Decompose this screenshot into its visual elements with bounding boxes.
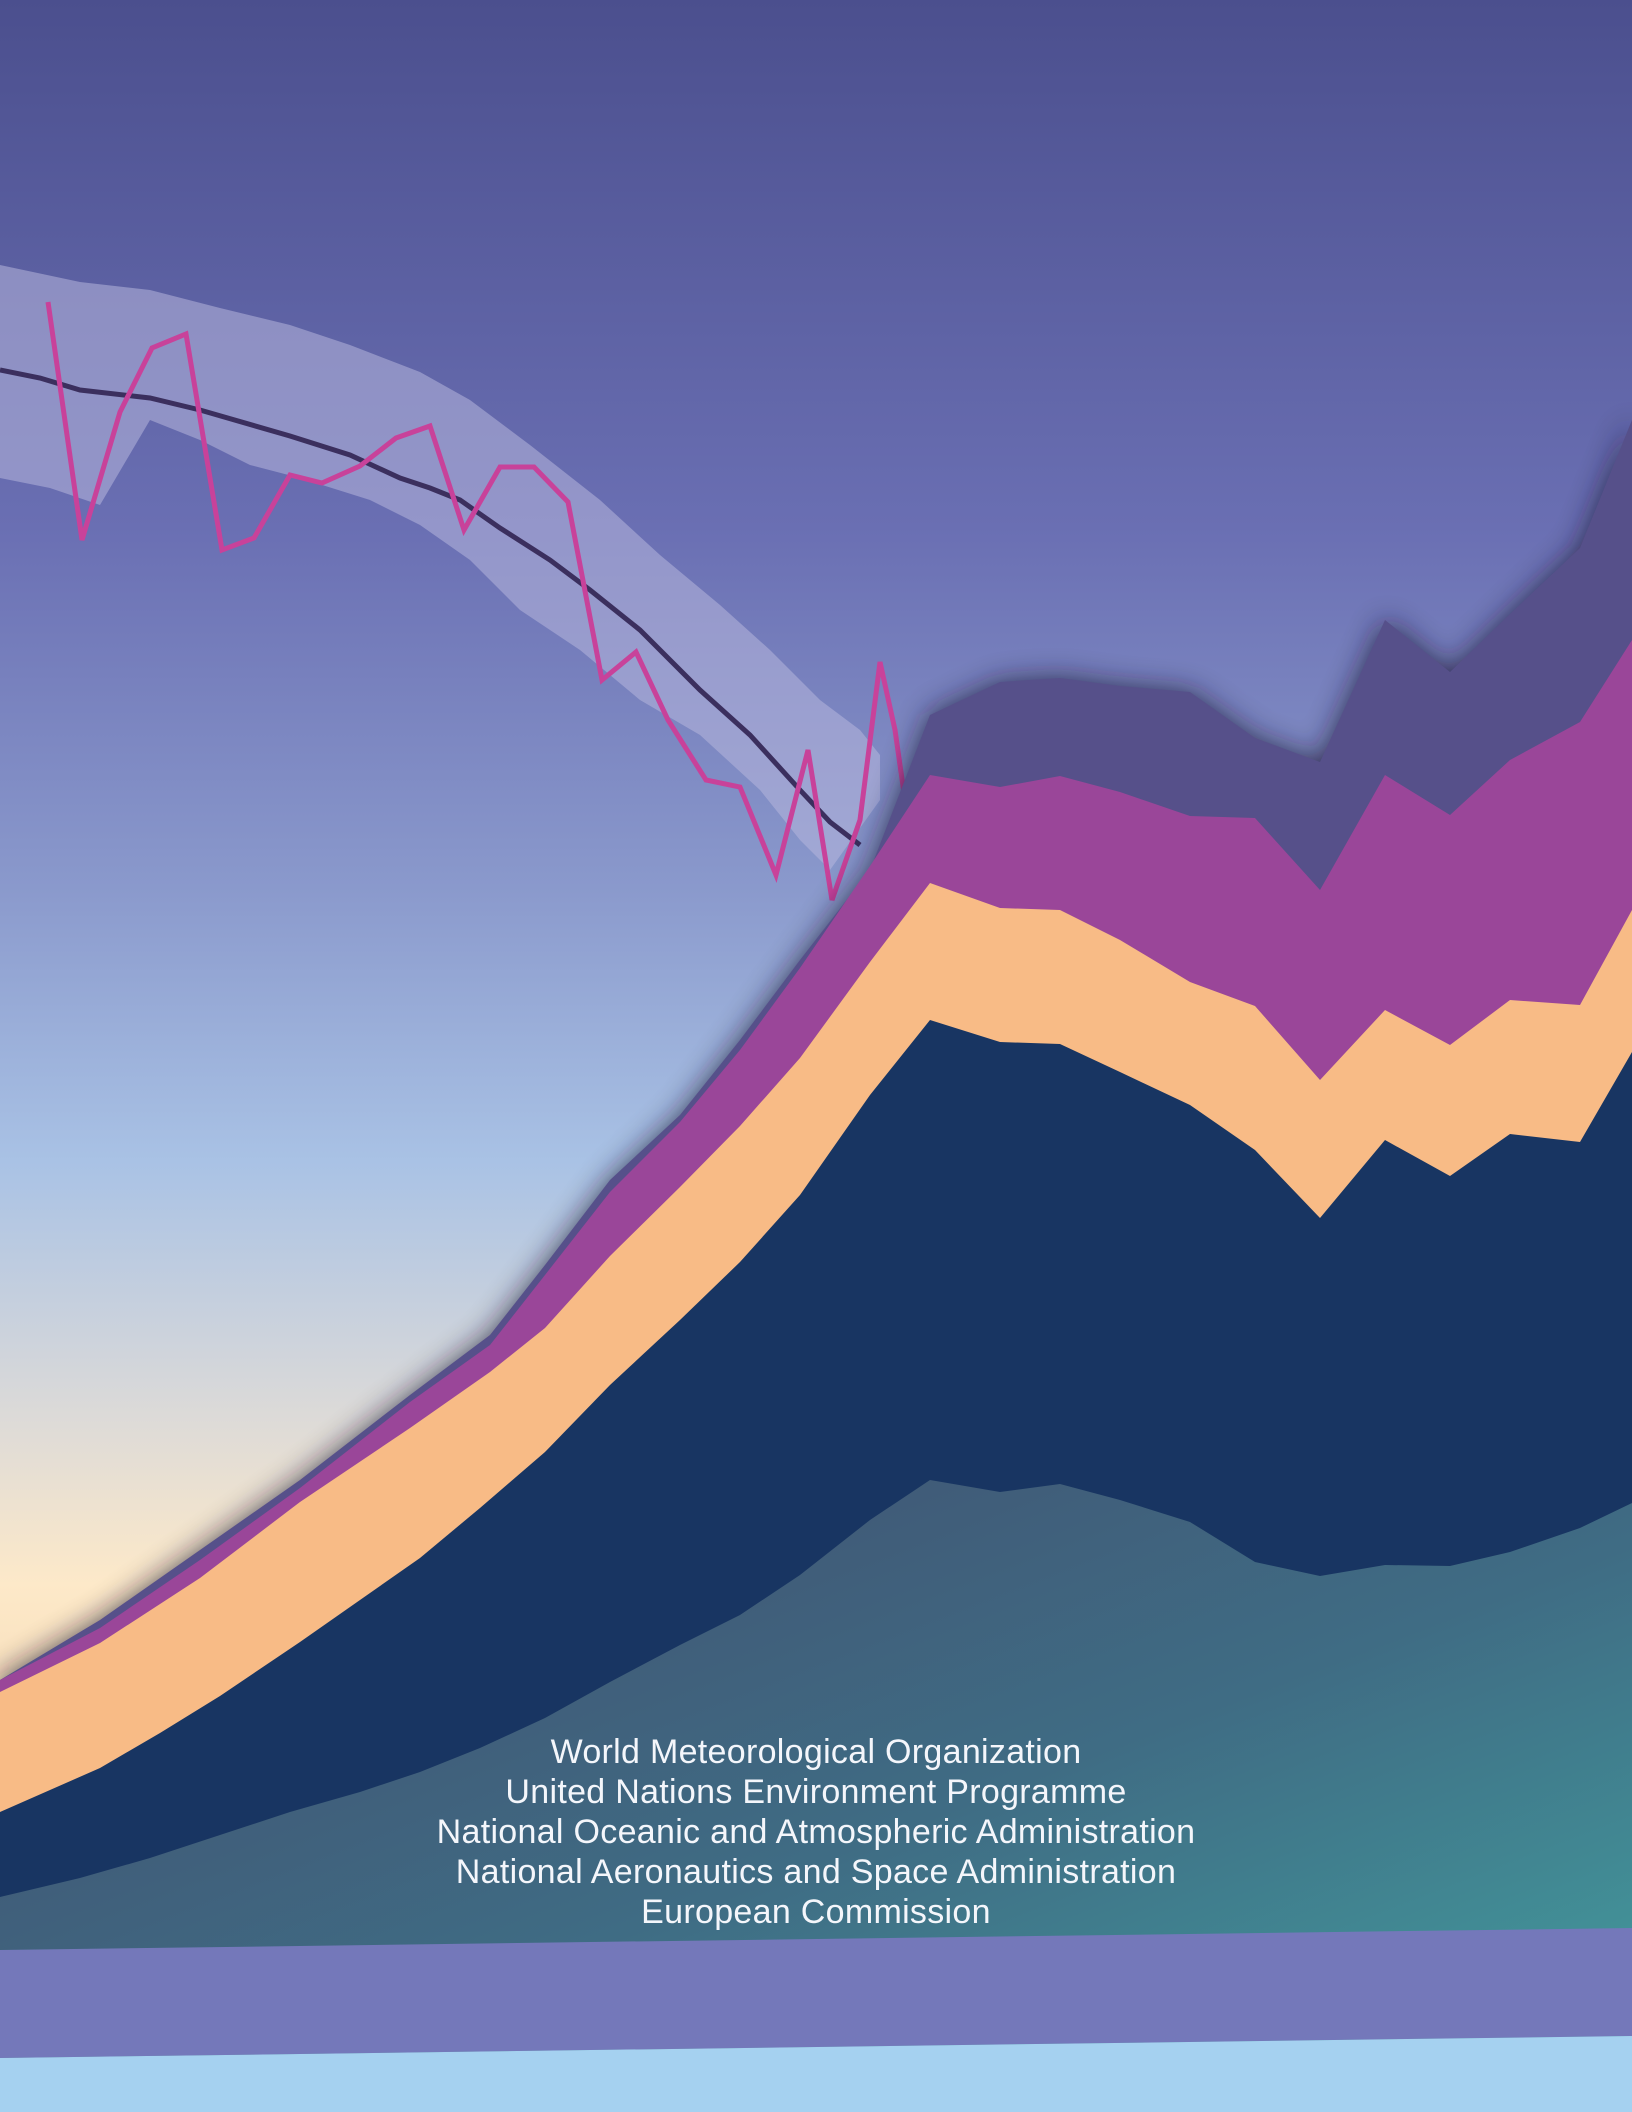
lavender-stripe [0, 1928, 1632, 2058]
org-noaa: National Oceanic and Atmospheric Adminis… [436, 1813, 1196, 1851]
trend-line [0, 367, 862, 847]
observations-line [45, 301, 908, 901]
org-wmo: World Meteorological Organization [550, 1733, 1082, 1771]
org-ec: European Commission [641, 1893, 991, 1931]
organization-credits: World Meteorological Organization United… [0, 1732, 1632, 1932]
org-unep: United Nations Environment Programme [505, 1773, 1127, 1811]
sky-stripe [0, 2036, 1632, 2112]
org-nasa: National Aeronautics and Space Administr… [455, 1853, 1177, 1891]
